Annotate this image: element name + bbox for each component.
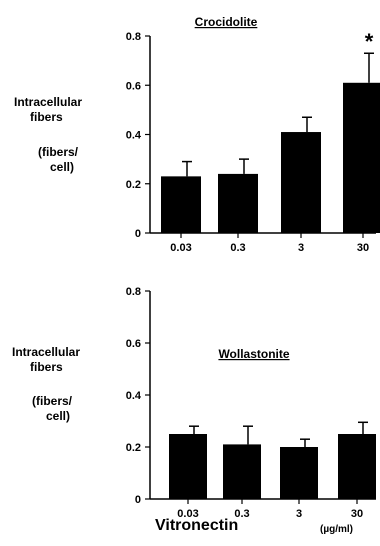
crocidolite-y-tick-label: 0.8 [126, 31, 141, 43]
wollastonite-y-tick-label: 0.2 [126, 442, 141, 454]
crocidolite-x-tick-label: 0.3 [230, 242, 245, 254]
wollastonite-x-tick-label: 0.03 [177, 508, 198, 520]
wollastonite-chart: Wollastonite 0 0.2 0.4 0.6 0.8 0.03 0.3 3 30 [126, 286, 376, 520]
wollastonite-x-tick-label: 3 [296, 508, 302, 520]
wollastonite-x-tick-label: 30 [351, 508, 363, 520]
bottom-ylabel-line2: fibers [30, 360, 63, 374]
bottom-ylabel-line1: Intracellular [12, 345, 81, 359]
wollastonite-y-tick-label: 0.6 [126, 338, 141, 350]
crocidolite-bar [281, 132, 321, 233]
crocidolite-bar [343, 82, 380, 233]
wollastonite-y-tick-label: 0.4 [126, 390, 142, 402]
crocidolite-y-tick-label: 0.4 [126, 130, 142, 142]
crocidolite-chart: Crocidolite 0 0.2 0.4 0.6 0.8 0.03 0.3 3 30 * [126, 15, 380, 254]
top-yunit-line1: (fibers/ [38, 145, 79, 159]
wollastonite-bar [223, 444, 261, 499]
top-ylabel-line2: fibers [30, 110, 63, 124]
top-yunit-line2: cell) [50, 160, 75, 174]
wollastonite-bar [338, 434, 376, 499]
crocidolite-x-tick-label: 3 [298, 242, 304, 254]
x-axis-unit: (µg/ml) [320, 524, 353, 535]
wollastonite-y-tick-label: 0.8 [126, 286, 141, 298]
crocidolite-y-tick-label: 0.2 [126, 179, 141, 191]
crocidolite-title: Crocidolite [195, 15, 258, 29]
bottom-yunit-line2: cell) [46, 409, 71, 423]
wollastonite-x-tick-label: 0.3 [234, 508, 249, 520]
top-ylabel-line1: Intracellular [14, 95, 83, 109]
x-axis-label: Vitronectin [155, 517, 239, 534]
crocidolite-x-tick-label: 30 [357, 242, 369, 254]
bottom-yunit-line1: (fibers/ [32, 394, 73, 408]
wollastonite-title: Wollastonite [218, 347, 289, 361]
crocidolite-x-tick-label: 0.03 [170, 242, 191, 254]
wollastonite-bar [280, 447, 318, 499]
wollastonite-bar [169, 434, 207, 499]
wollastonite-y-tick-label: 0 [135, 494, 141, 506]
crocidolite-significance-mark: * [365, 29, 374, 54]
crocidolite-y-tick-label: 0.6 [126, 80, 141, 92]
crocidolite-bar [218, 173, 258, 233]
crocidolite-bar [161, 176, 201, 233]
crocidolite-y-tick-label: 0 [135, 228, 141, 240]
